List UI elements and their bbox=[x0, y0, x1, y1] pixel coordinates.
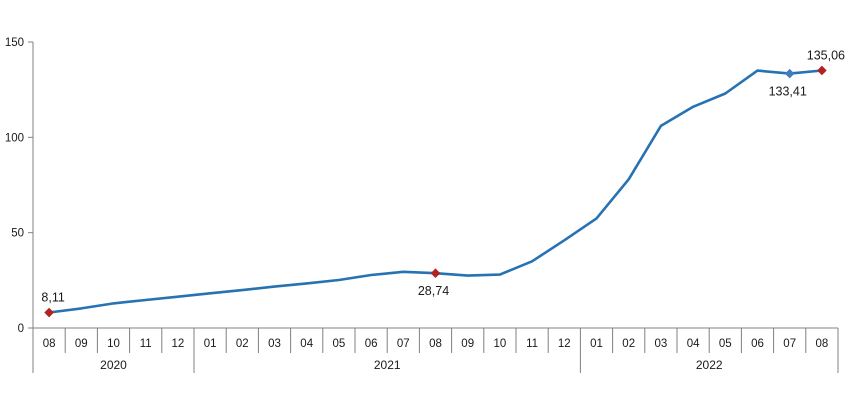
data-point-label: 8,11 bbox=[41, 291, 64, 305]
x-axis-month-label: 09 bbox=[75, 338, 88, 350]
x-axis-month-label: 05 bbox=[333, 338, 346, 350]
x-axis-month-label: 08 bbox=[816, 338, 829, 350]
x-axis-month-label: 12 bbox=[558, 338, 571, 350]
data-point-label: 135,06 bbox=[807, 48, 845, 62]
blue-diamond-marker bbox=[784, 68, 795, 79]
y-axis-tick-label: 150 bbox=[5, 37, 24, 49]
x-axis-month-label: 01 bbox=[204, 338, 217, 350]
x-axis-month-label: 03 bbox=[268, 338, 281, 350]
x-axis-month-label: 02 bbox=[622, 338, 635, 350]
x-axis-month-label: 07 bbox=[783, 338, 796, 350]
x-axis-month-label: 01 bbox=[590, 338, 603, 350]
x-axis-month-label: 11 bbox=[526, 338, 538, 350]
red-diamond-marker bbox=[817, 65, 827, 76]
x-axis-month-label: 06 bbox=[751, 338, 764, 350]
x-axis-month-label: 12 bbox=[172, 338, 185, 350]
y-axis-tick-label: 50 bbox=[11, 228, 24, 240]
x-axis-month-label: 04 bbox=[687, 338, 700, 350]
x-axis-year-label: 2020 bbox=[100, 358, 127, 372]
y-axis-tick-label: 100 bbox=[5, 132, 24, 144]
x-axis-month-label: 10 bbox=[494, 338, 507, 350]
red-diamond-marker bbox=[44, 307, 54, 318]
x-axis-month-label: 04 bbox=[300, 338, 313, 350]
data-point-label: 28,74 bbox=[418, 284, 449, 298]
y-axis-tick-label: 0 bbox=[18, 323, 24, 335]
data-point-label: 133,41 bbox=[769, 85, 807, 99]
x-axis-month-label: 03 bbox=[655, 338, 668, 350]
x-axis-month-label: 11 bbox=[140, 338, 152, 350]
red-diamond-marker bbox=[430, 268, 441, 279]
x-axis-month-label: 06 bbox=[365, 338, 378, 350]
x-axis-year-label: 2022 bbox=[696, 358, 723, 372]
x-axis-month-label: 07 bbox=[397, 338, 410, 350]
x-axis-month-label: 10 bbox=[107, 338, 120, 350]
x-axis-month-label: 08 bbox=[43, 338, 56, 350]
x-axis-month-label: 02 bbox=[236, 338, 249, 350]
x-axis-month-label: 05 bbox=[719, 338, 732, 350]
x-axis-month-label: 09 bbox=[461, 338, 474, 350]
x-axis-year-label: 2021 bbox=[374, 358, 401, 372]
x-axis-month-label: 08 bbox=[429, 338, 442, 350]
